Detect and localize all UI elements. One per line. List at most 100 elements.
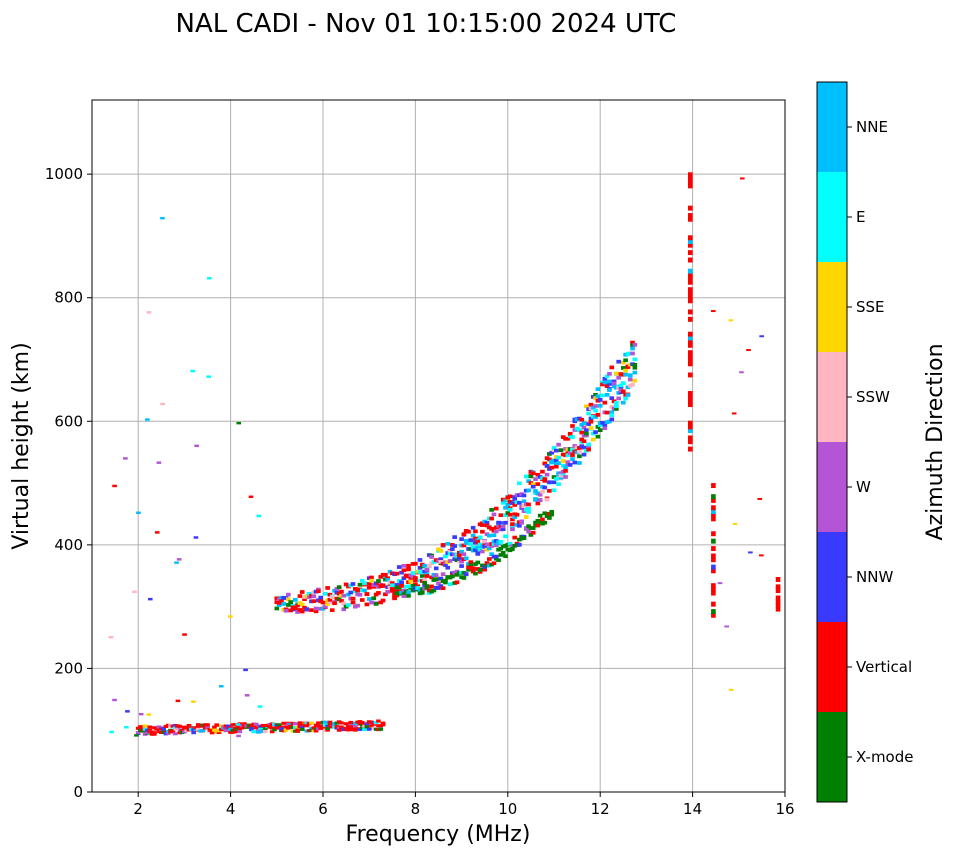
echo-point <box>560 471 566 476</box>
colorbar-swatch-nne <box>817 82 847 172</box>
echo-point <box>142 724 148 728</box>
echo-point <box>447 559 453 563</box>
echo-point <box>336 591 342 596</box>
echo-point <box>498 540 504 544</box>
echo-point <box>623 372 628 377</box>
echo-point <box>325 586 330 590</box>
echo-point <box>318 595 323 600</box>
echo-point <box>687 242 693 248</box>
echo-point <box>475 560 481 565</box>
echo-point <box>182 633 187 636</box>
echo-point <box>299 602 305 607</box>
echo-point <box>276 723 282 727</box>
echo-point <box>740 177 745 180</box>
echo-point <box>542 461 548 466</box>
echo-point <box>364 722 370 726</box>
echo-point <box>429 555 434 559</box>
echo-point <box>212 728 217 732</box>
echo-point <box>533 489 538 493</box>
echo-point <box>687 316 693 322</box>
echo-point <box>473 529 478 534</box>
echo-point <box>620 381 626 385</box>
echo-point <box>274 606 280 611</box>
echo-point <box>214 723 220 727</box>
echo-point <box>482 567 488 572</box>
echo-point <box>484 561 490 565</box>
echo-point <box>609 396 615 401</box>
echo-point <box>406 594 411 598</box>
echo-point <box>687 294 693 300</box>
echo-point <box>597 428 603 433</box>
echo-point <box>452 570 457 575</box>
echo-point <box>602 376 608 381</box>
echo-point <box>262 729 268 734</box>
echo-point <box>595 425 601 429</box>
echo-point <box>279 727 284 731</box>
echo-point <box>620 389 626 394</box>
echo-point <box>456 553 462 558</box>
echo-point <box>346 592 351 597</box>
echo-point <box>514 512 520 517</box>
echo-point <box>152 731 157 735</box>
echo-point <box>547 489 552 493</box>
echo-point <box>687 175 693 181</box>
echo-point <box>403 584 409 589</box>
plot-background <box>92 100 785 792</box>
echo-point <box>549 450 554 455</box>
echo-point <box>452 552 457 557</box>
echo-point <box>711 509 716 514</box>
colorbar-swatch-ssw <box>817 352 847 442</box>
echo-point <box>470 533 476 538</box>
echo-point <box>547 480 552 485</box>
echo-point <box>336 720 342 724</box>
echo-point <box>283 728 289 732</box>
echo-point <box>530 471 536 476</box>
echo-point <box>521 499 527 504</box>
echo-point <box>350 582 356 586</box>
echo-point <box>394 591 400 595</box>
echo-point <box>711 497 716 503</box>
echo-point <box>433 573 439 577</box>
echo-point <box>503 505 508 510</box>
echo-point <box>579 430 585 435</box>
echo-point <box>401 568 407 573</box>
echo-point <box>468 538 474 542</box>
echo-point <box>593 415 598 419</box>
echo-point <box>112 484 117 488</box>
x-axis: 2 4 6 8 10 12 14 16 <box>133 792 795 818</box>
echo-point <box>209 731 215 735</box>
chart-title: NAL CADI - Nov 01 10:15:00 2024 UTC <box>176 9 677 39</box>
echo-point <box>623 358 628 363</box>
echo-point <box>389 586 395 591</box>
colorbar-label: E <box>856 208 865 226</box>
echo-point <box>242 724 247 728</box>
echo-point <box>549 512 554 517</box>
echo-point <box>687 239 693 244</box>
echo-point <box>746 349 751 352</box>
echo-point <box>172 732 178 736</box>
echo-point <box>512 503 518 507</box>
echo-point <box>586 444 591 449</box>
echo-point <box>627 377 633 382</box>
echo-point <box>362 588 367 593</box>
echo-point <box>304 724 310 728</box>
echo-point <box>493 529 499 534</box>
y-tick-label: 0 <box>73 783 83 801</box>
echo-point <box>586 447 591 452</box>
echo-point <box>757 497 763 500</box>
echo-point <box>459 564 464 568</box>
echo-point <box>156 725 162 729</box>
echo-point <box>410 584 416 588</box>
echo-point <box>109 730 114 734</box>
echo-point <box>228 730 233 734</box>
echo-point <box>687 287 693 293</box>
echo-point <box>443 554 448 559</box>
echo-point <box>369 600 374 605</box>
echo-point <box>711 590 716 596</box>
echo-point <box>206 375 212 378</box>
echo-point <box>269 730 275 734</box>
echo-point <box>480 521 485 526</box>
echo-point <box>687 250 693 256</box>
echo-point <box>523 507 529 512</box>
echo-point <box>623 396 628 401</box>
